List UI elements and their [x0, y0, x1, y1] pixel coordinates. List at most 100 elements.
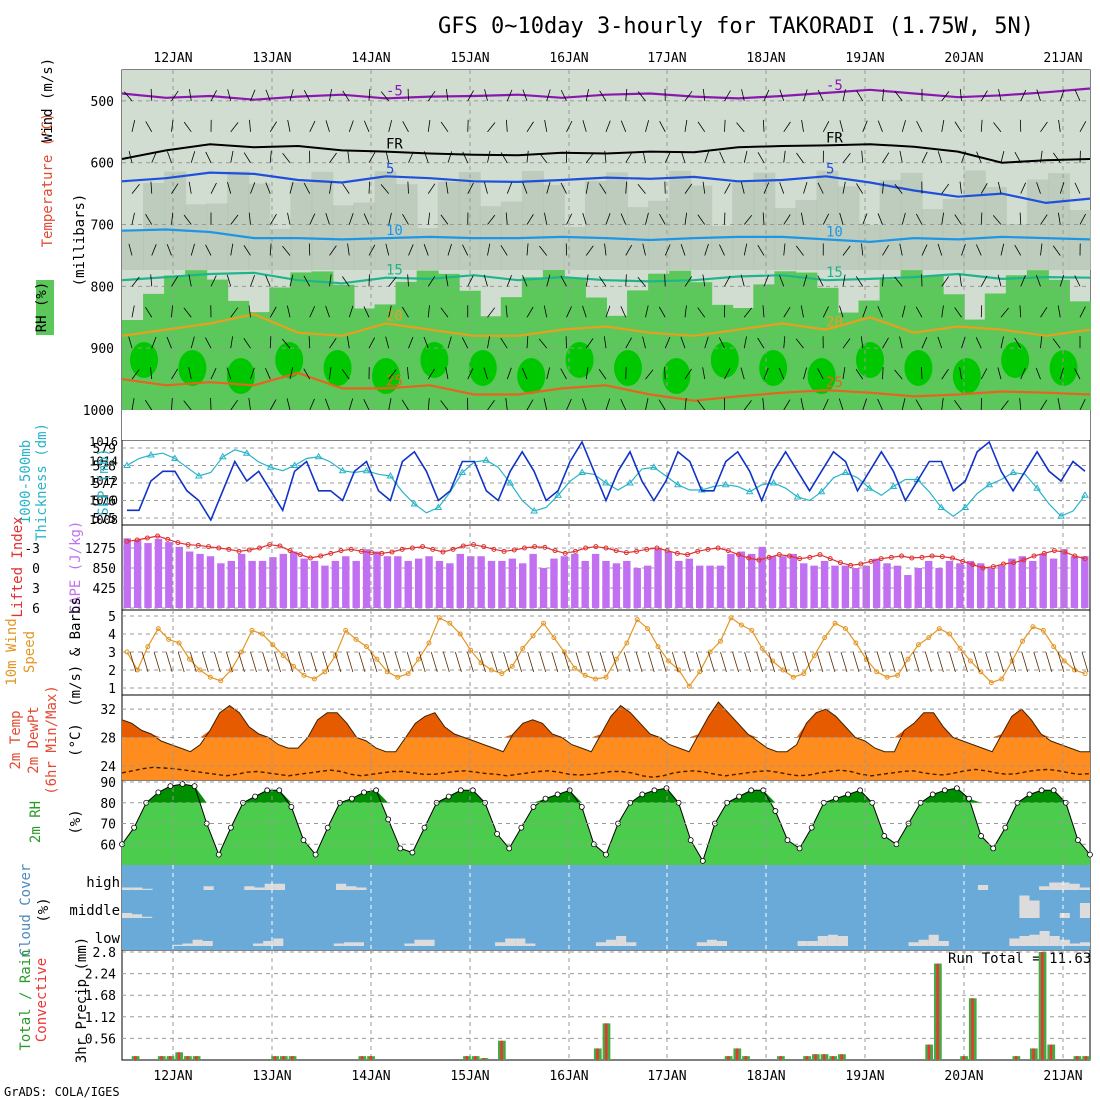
wind-barb — [487, 400, 495, 411]
wind-barb — [1057, 212, 1061, 225]
wind-barb — [937, 243, 943, 256]
rh2m-marker — [348, 795, 355, 802]
wind-barb — [249, 119, 251, 132]
wind-barb — [461, 337, 469, 349]
wind-barb — [506, 89, 513, 102]
wind-barb-10m — [515, 651, 523, 673]
wind-barb — [467, 90, 474, 102]
wind-barb — [620, 213, 627, 225]
wind-barb — [462, 244, 469, 256]
wind-barb-10m — [165, 651, 173, 673]
wind-barb — [839, 120, 844, 132]
wind-barb — [538, 338, 548, 349]
rh-shading-band — [1005, 223, 1028, 270]
cape-bar — [383, 556, 392, 608]
x-tick-label-bottom: 15JAN — [450, 1069, 489, 1084]
wind-barb — [123, 91, 133, 102]
wind-barb — [308, 336, 311, 349]
wind-barb-10m — [406, 651, 414, 673]
lifted-index-marker — [776, 552, 782, 558]
x-tick-label-top: 16JAN — [549, 51, 588, 66]
wind-speed-marker — [457, 631, 463, 637]
wind-speed-marker — [790, 674, 796, 680]
thickness-marker — [578, 468, 586, 475]
wind-barb — [862, 213, 868, 225]
precip-bar-convective — [282, 1056, 285, 1060]
wind-barb-10m — [683, 651, 691, 673]
wind-barb — [380, 91, 390, 102]
wind-barb — [166, 244, 172, 256]
lifted-index-marker — [318, 553, 324, 559]
wind-barb-10m — [177, 651, 185, 673]
wind-barb — [402, 121, 409, 133]
rh2m-marker — [929, 791, 936, 798]
wind-barb — [817, 275, 824, 287]
rh-shading-saturated — [614, 350, 642, 386]
cape-bar — [758, 546, 766, 608]
wind-barb — [598, 276, 607, 287]
cloud-level-label: low — [95, 931, 121, 947]
wind-barb — [582, 305, 587, 318]
thickness-marker — [697, 486, 706, 493]
lifted-index-marker — [369, 550, 375, 556]
cloud-bar-low — [1059, 939, 1070, 946]
cloud-bar-low — [333, 943, 344, 946]
wind-barb — [684, 119, 688, 132]
wind-barb — [645, 369, 654, 380]
y-tick-precip: 0.56 — [85, 1032, 116, 1047]
wind-barb — [188, 181, 192, 194]
wind-barb — [937, 336, 943, 349]
wind-barb — [423, 336, 429, 349]
wind-barb — [128, 336, 133, 349]
wind-barb — [894, 276, 903, 287]
wind-speed-marker — [822, 635, 828, 641]
wind-speed-marker — [311, 676, 317, 682]
cloud-bar-high — [1059, 882, 1070, 890]
cloud-bar-high — [1039, 886, 1050, 890]
wind-barb — [243, 152, 251, 163]
y-tick-li: 6 — [32, 602, 40, 617]
y-tick-rh: 90 — [100, 776, 116, 791]
wind-barb — [1074, 182, 1081, 194]
lifted-index-marker — [450, 546, 456, 552]
wind-barb-10m — [141, 651, 149, 673]
wind-barb — [585, 367, 589, 380]
rh2m-marker — [155, 789, 162, 796]
lifted-index-marker — [858, 561, 864, 567]
wind-barb — [959, 88, 962, 101]
wind-speed-marker — [593, 676, 599, 682]
cloud-bar-low — [706, 939, 717, 946]
wind-barb — [546, 274, 551, 287]
wind-barb-10m — [226, 651, 233, 673]
rh2m-marker — [869, 799, 876, 806]
wind-barb — [342, 90, 350, 102]
wind-barb — [642, 336, 646, 349]
lifted-index-marker — [990, 564, 996, 570]
cloud-bar-high — [274, 883, 286, 890]
wind-barb — [817, 182, 824, 194]
wind-barb-10m — [1009, 651, 1017, 673]
wind-barb — [697, 400, 706, 411]
lifted-index-marker — [552, 548, 558, 554]
wind-barb — [145, 306, 153, 318]
wind-barb — [842, 153, 851, 163]
wind-barb — [408, 151, 414, 163]
wind-speed-marker — [166, 636, 172, 642]
wind-barb — [894, 369, 903, 380]
wind-barb — [287, 212, 291, 225]
precip-bar-convective — [605, 1023, 608, 1060]
y-tick-pressure: 700 — [91, 219, 114, 234]
lifted-index-marker — [460, 543, 466, 549]
lifted-index-marker — [399, 546, 405, 552]
thickness-marker — [458, 468, 467, 475]
wind-barb — [380, 184, 390, 194]
wind-barb — [500, 245, 508, 256]
wind-barb — [505, 212, 508, 225]
y-axis-label-wind10-speed: Speed — [22, 631, 38, 673]
isotherm-label: -5 — [386, 83, 403, 99]
rh2m-marker — [881, 833, 888, 839]
below-surface — [122, 410, 1090, 440]
wind-barb — [783, 399, 791, 411]
wind-barb — [546, 89, 551, 102]
